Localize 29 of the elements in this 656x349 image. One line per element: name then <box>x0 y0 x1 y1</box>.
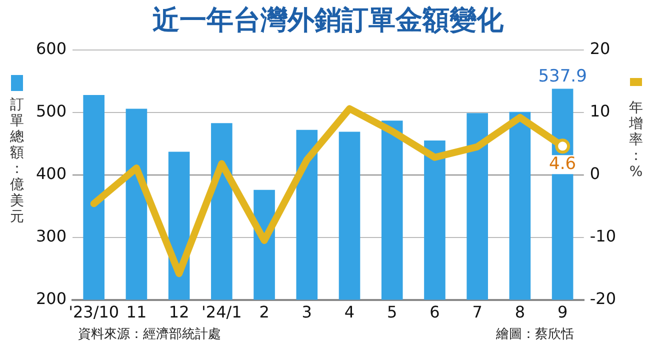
x-tick-label: 12 <box>168 302 190 322</box>
y2-axis-title: 年增率：% <box>628 100 644 180</box>
y-axis-title: 訂單總額：億美元 <box>9 97 25 225</box>
x-tick-label: 7 <box>472 302 482 322</box>
x-tick-label: 4 <box>344 302 355 322</box>
x-tick-label: '23/10 <box>68 302 120 322</box>
y2-tick-label: -10 <box>590 226 616 246</box>
y-tick-label: 600 <box>36 39 67 58</box>
x-tick-label: 11 <box>126 302 147 322</box>
text: 繪圖：蔡欣恬 <box>496 326 574 343</box>
chart-title: 近一年台灣外銷訂單金額變化 <box>152 4 504 38</box>
data-label: 4.6 <box>549 154 576 174</box>
x-tick-label: 8 <box>514 302 526 322</box>
x-tick-label: 3 <box>302 302 312 322</box>
y-tick-label: 200 <box>36 288 67 308</box>
y-tick-label: 400 <box>36 164 67 184</box>
x-tick-label: 2 <box>259 302 270 322</box>
y2-tick-label: 10 <box>590 102 610 121</box>
x-tick-label: '24/1 <box>202 302 242 322</box>
y2-tick-label: 20 <box>590 39 610 58</box>
y-tick-label: 300 <box>36 226 67 246</box>
y2-tick-label: 0 <box>590 164 600 184</box>
x-tick-label: 5 <box>387 302 398 322</box>
data-label: 537.9 <box>538 66 587 87</box>
y-tick-label: 500 <box>36 102 67 121</box>
y2-tick-label: -20 <box>590 288 616 308</box>
x-tick-label: 9 <box>557 302 568 322</box>
source-note: 資料來源：經濟部統計處 <box>78 326 221 343</box>
x-tick-label: 6 <box>430 302 440 322</box>
